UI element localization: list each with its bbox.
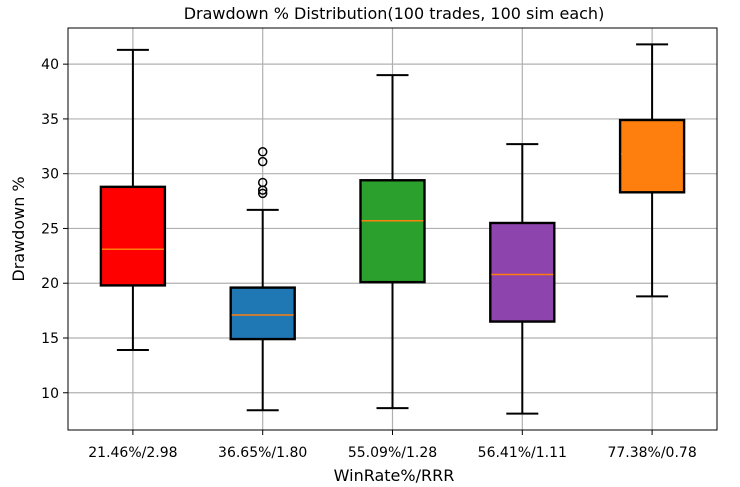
y-axis-label: Drawdown % [9, 176, 28, 281]
plot-frame [67, 27, 718, 431]
outlier-point [257, 188, 268, 199]
outlier-point [257, 177, 268, 188]
box-group [229, 147, 296, 412]
y-tick-label: 30 [41, 167, 59, 183]
y-tick-label: 25 [41, 221, 59, 237]
iqr-box [359, 179, 426, 284]
x-axis-label: WinRate%/RRR [334, 466, 455, 485]
x-tick-label: 56.41%/1.11 [478, 445, 567, 461]
y-tick-label: 35 [41, 112, 59, 128]
outlier-point [257, 156, 268, 167]
x-tick-label: 21.46%/2.98 [88, 445, 177, 461]
x-tick-label: 55.09%/1.28 [348, 445, 437, 461]
box-group [489, 143, 556, 415]
box-group [99, 48, 167, 352]
x-tick-label: 77.38%/0.78 [607, 445, 696, 461]
box-group [359, 74, 426, 410]
chart-title: Drawdown % Distribution(100 trades, 100 … [184, 4, 605, 23]
y-tick-label: 15 [41, 331, 59, 347]
x-tick-label: 36.65%/1.80 [218, 445, 307, 461]
iqr-box [229, 286, 296, 341]
iqr-box [618, 118, 686, 194]
y-tick-label: 40 [41, 57, 59, 73]
iqr-box [489, 221, 556, 323]
box-group [618, 43, 686, 298]
y-tick-label: 10 [41, 386, 59, 402]
outlier-point [257, 147, 268, 157]
y-tick-label: 20 [41, 276, 59, 292]
iqr-box [99, 185, 167, 287]
